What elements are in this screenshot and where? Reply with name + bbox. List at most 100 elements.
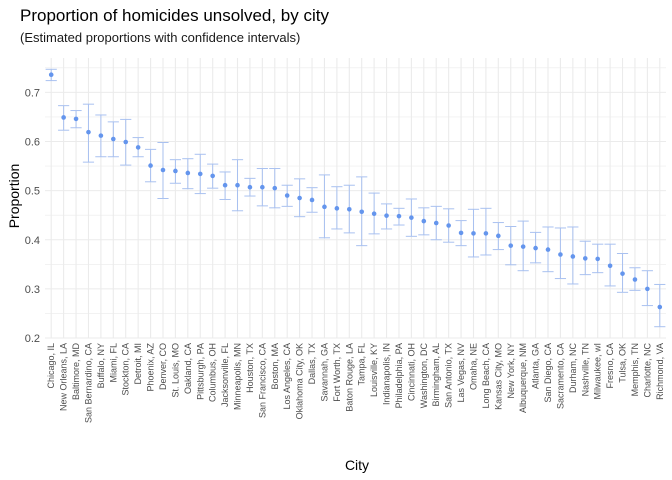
data-point <box>359 209 365 215</box>
data-point <box>185 170 191 176</box>
x-tick-label: Louisville, KY <box>369 343 379 397</box>
x-tick-label: New Orleans, LA <box>59 343 69 411</box>
x-tick-label: Fresno, CA <box>605 343 615 389</box>
x-tick-label: Charlotte, NC <box>642 343 652 398</box>
data-point <box>384 213 389 218</box>
x-axis-title: City <box>345 457 369 473</box>
y-tick-label: 0.6 <box>25 137 40 149</box>
data-point <box>135 145 141 150</box>
data-point <box>334 206 340 211</box>
data-point <box>247 184 253 190</box>
x-tick-label: Atlanta, GA <box>531 343 541 389</box>
data-point <box>98 133 104 138</box>
data-point <box>508 243 514 248</box>
data-point <box>533 245 538 251</box>
x-tick-label: Columbus, OH <box>208 343 218 402</box>
data-point <box>446 223 451 228</box>
data-point <box>582 256 588 261</box>
data-point <box>210 173 215 179</box>
data-point <box>111 136 116 142</box>
data-point <box>173 168 178 174</box>
data-point <box>346 206 352 212</box>
x-tick-label: Milwaukee, wI <box>593 343 603 400</box>
data-point <box>309 197 315 203</box>
data-point <box>657 304 663 310</box>
x-tick-label: Cincinnati, OH <box>406 343 416 401</box>
x-tick-label: Memphis, TN <box>630 343 640 396</box>
x-tick-label: Richmond, VA <box>655 343 665 400</box>
x-tick-label: Baltimore, MD <box>71 343 81 401</box>
data-point <box>421 218 427 224</box>
data-point <box>197 171 203 177</box>
y-tick-label: 0.2 <box>25 333 40 345</box>
x-tick-label: Long Beach, CA <box>481 343 491 409</box>
x-tick-label: San Diego, CA <box>543 343 553 403</box>
y-axis-title: Proportion <box>6 164 22 229</box>
x-tick-label: Durham, NC <box>568 343 578 394</box>
data-point <box>545 247 551 252</box>
x-tick-label: New York, NY <box>506 343 516 399</box>
data-point <box>222 182 228 188</box>
data-point <box>632 277 638 282</box>
data-points <box>48 72 663 310</box>
data-point <box>272 185 278 191</box>
x-tick-label: Savannah, GA <box>319 343 329 402</box>
x-tick-label: Miami, FL <box>108 343 118 383</box>
x-tick-label: Stockton, CA <box>121 343 131 396</box>
y-tick-label: 0.4 <box>25 235 40 247</box>
x-tick-label: Phoenix, AZ <box>146 343 156 392</box>
data-point <box>607 263 613 269</box>
data-point <box>570 254 576 259</box>
x-tick-label: Chicago, IL <box>46 343 56 389</box>
data-point <box>620 271 625 276</box>
x-tick-label: Boston, MA <box>270 343 280 390</box>
x-tick-label: Dallas, TX <box>307 343 317 384</box>
data-point <box>595 256 600 262</box>
x-tick-label: Nashville, TN <box>580 343 590 396</box>
x-tick-label: Birmingham, AL <box>431 343 441 407</box>
x-tick-label: Omaha, NE <box>468 343 478 390</box>
y-tick-label: 0.3 <box>25 284 40 296</box>
data-point <box>160 167 166 173</box>
x-tick-label: Indianapolis, IN <box>382 343 392 405</box>
x-tick-label: San Bernardino, CA <box>83 343 93 423</box>
y-tick-label: 0.5 <box>25 186 40 198</box>
grid <box>45 58 666 339</box>
data-point <box>48 72 54 78</box>
chart-subtitle: (Estimated proportions with confidence i… <box>20 30 300 45</box>
data-point <box>322 204 327 210</box>
x-tick-label: Jacksonville, FL <box>220 343 230 407</box>
x-tick-label: San Francisco, CA <box>257 343 267 418</box>
y-tick-label: 0.7 <box>25 87 40 99</box>
x-tick-label: Houston, TX <box>245 343 255 393</box>
data-point <box>260 184 265 190</box>
x-tick-label: Buffalo, NY <box>96 343 106 388</box>
data-point <box>86 129 91 135</box>
data-point <box>483 231 489 236</box>
data-point <box>148 163 153 168</box>
data-point <box>433 220 439 226</box>
x-tick-label: Tampa, FL <box>357 343 367 386</box>
x-tick-label: Denver, CO <box>158 343 168 390</box>
y-axis-ticks: 0.2 0.3 0.4 0.5 0.6 0.7 <box>25 87 40 345</box>
x-tick-label: Tulsa, OK <box>618 343 628 383</box>
chart-title: Proportion of homicides unsolved, by cit… <box>20 6 329 25</box>
data-point <box>284 193 290 198</box>
data-point <box>297 195 302 201</box>
data-point <box>371 211 377 217</box>
x-tick-label: Philadelphia, PA <box>394 343 404 408</box>
data-point <box>73 116 79 122</box>
x-tick-label: Los Angeles, CA <box>282 343 292 410</box>
data-point <box>458 230 464 236</box>
data-point <box>496 233 501 239</box>
x-tick-label: Las Vegas, NV <box>456 343 466 403</box>
x-tick-label: Kansas City, MO <box>493 343 503 410</box>
x-tick-label: Oklahoma City, OK <box>295 343 305 419</box>
x-tick-label: Sacramento, CA <box>555 343 565 409</box>
x-tick-label: Pittsburgh, PA <box>195 343 205 400</box>
x-tick-label: Baton Rouge, LA <box>344 343 354 412</box>
data-point <box>558 252 563 257</box>
data-point <box>123 139 129 145</box>
x-tick-label: St. Louis, MO <box>170 343 180 398</box>
